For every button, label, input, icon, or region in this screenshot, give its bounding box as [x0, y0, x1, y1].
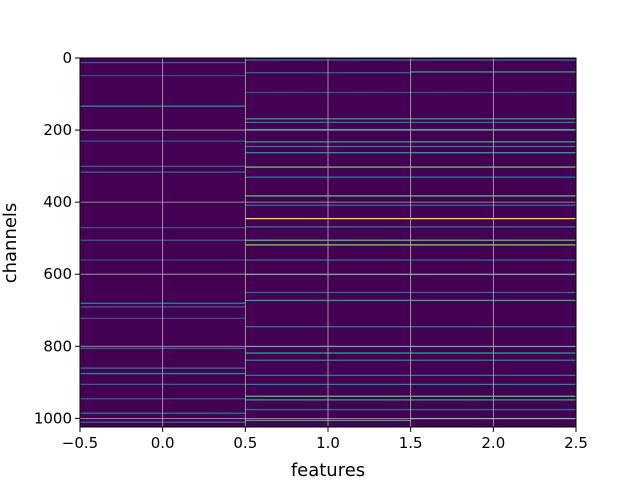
x-tick-label: 0.5	[233, 434, 257, 452]
y-axis-label: channels	[0, 203, 21, 284]
x-axis-label: features	[291, 460, 365, 480]
x-tick-label: 2.0	[481, 434, 505, 452]
x-tick-label: 1.5	[399, 434, 423, 452]
x-tick-label: 0.0	[151, 434, 175, 452]
x-tick-label: −0.5	[62, 434, 98, 452]
y-axis-ticks: 0 200 400 600 800 1000	[34, 49, 80, 427]
x-axis-ticks: −0.5 0.0 0.5 1.0 1.5 2.0 2.5	[62, 427, 588, 452]
x-tick-label: 1.0	[316, 434, 340, 452]
y-tick-label: 1000	[34, 409, 72, 427]
y-tick-label: 200	[43, 121, 72, 139]
y-tick-label: 400	[43, 193, 72, 211]
x-tick-label: 2.5	[564, 434, 588, 452]
y-tick-label: 600	[43, 265, 72, 283]
y-tick-label: 800	[43, 337, 72, 355]
y-tick-label: 0	[62, 49, 72, 67]
